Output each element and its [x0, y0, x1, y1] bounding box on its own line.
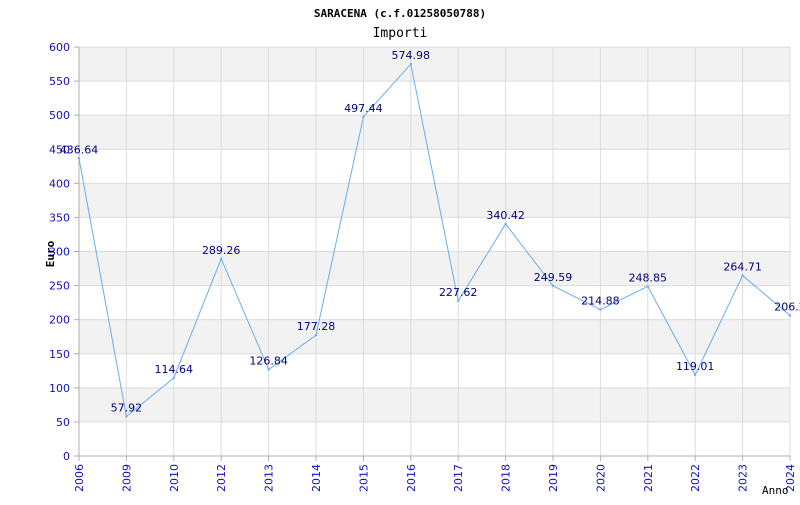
y-tick-label: 300 — [49, 246, 70, 259]
x-tick-label: 2019 — [547, 464, 560, 492]
series-segment — [315, 116, 364, 336]
x-tick-label: 2006 — [73, 464, 86, 492]
data-label: 340.42 — [486, 209, 525, 222]
data-label: 177.28 — [297, 320, 336, 333]
plot-band — [79, 47, 790, 82]
series-segment — [410, 63, 459, 301]
series-segment — [78, 158, 127, 417]
data-label: 114.64 — [155, 363, 194, 376]
x-tick-label: 2020 — [594, 464, 607, 492]
data-label: 574.98 — [392, 49, 431, 62]
data-point — [551, 284, 555, 288]
data-label: 497.44 — [344, 102, 383, 115]
data-label: 206.2 — [774, 300, 800, 313]
y-tick-labels: 0 50 100 150 200 250 300 350 400 450 500 550 600 — [49, 41, 70, 463]
x-tick-label: 2018 — [500, 464, 513, 492]
y-axis-label: Euro — [44, 240, 57, 267]
data-point — [599, 308, 602, 311]
plot-band — [79, 387, 790, 422]
x-axis-label: Anno — [762, 484, 789, 497]
data-label: 249.59 — [534, 271, 573, 284]
series-line — [77, 62, 792, 418]
y-tick-label: 50 — [56, 416, 70, 429]
series-segment — [694, 275, 744, 376]
data-point — [362, 115, 365, 119]
x-tick-label: 2016 — [405, 464, 418, 492]
data-label: 119.01 — [676, 360, 715, 373]
data-point — [646, 285, 649, 288]
series-segment — [552, 285, 601, 310]
plot-bands — [79, 47, 790, 422]
data-point — [788, 314, 792, 317]
data-label: 57.92 — [111, 402, 143, 415]
x-tick-label: 2017 — [452, 464, 465, 492]
y-tick-label: 450 — [49, 143, 70, 156]
data-label: 264.71 — [723, 261, 762, 274]
y-tick-label: 350 — [49, 211, 70, 224]
data-label: 126.84 — [249, 355, 288, 368]
data-label: 248.85 — [629, 271, 668, 284]
plot-band — [79, 319, 790, 354]
plot-band — [79, 251, 790, 286]
y-tick-label: 200 — [49, 314, 70, 327]
data-point — [409, 62, 412, 66]
x-tick-label: 2022 — [689, 464, 702, 492]
series-segment — [268, 334, 317, 370]
plot-band — [79, 115, 790, 150]
data-point — [314, 333, 318, 337]
data-label: 289.26 — [202, 244, 241, 257]
series-segment — [220, 258, 270, 370]
data-label: 214.88 — [581, 295, 620, 308]
x-tick-labels: 2006 2009 2010 2012 2013 2014 2015 2016 2017 2018… — [73, 464, 797, 492]
chart-title: SARACENA (c.f.01258050788) — [314, 7, 486, 20]
y-tick-label: 500 — [49, 109, 70, 122]
series-segment — [173, 258, 222, 379]
data-labels: 436.64 57.92 114.64 289.26 126.84 177.28 497.4… — [60, 49, 800, 414]
x-tick-label: 2021 — [642, 464, 655, 492]
data-point — [125, 415, 128, 418]
y-tick-label: 150 — [49, 348, 70, 361]
data-point — [741, 274, 744, 277]
x-tick-label: 2013 — [263, 464, 276, 492]
y-tick-label: 550 — [49, 75, 70, 88]
y-tick-label: 0 — [63, 450, 70, 463]
axes — [74, 46, 791, 461]
series-segment — [647, 286, 696, 376]
data-point — [220, 257, 223, 261]
series-segment — [742, 275, 791, 316]
x-tick-label: 2014 — [310, 464, 323, 492]
x-tick-label: 2023 — [737, 464, 750, 492]
y-tick-label: 100 — [49, 382, 70, 395]
data-point — [77, 157, 81, 160]
data-point — [267, 368, 270, 371]
series-segment — [126, 377, 175, 417]
series-segment — [457, 223, 507, 302]
data-label: 436.64 — [60, 143, 99, 156]
data-label: 227.62 — [439, 286, 478, 299]
x-tick-label: 2012 — [215, 464, 228, 492]
y-tick-label: 400 — [49, 177, 70, 190]
chart-subtitle: Importi — [373, 26, 428, 41]
x-tick-label: 2010 — [168, 464, 181, 492]
y-tick-label: 600 — [49, 41, 70, 54]
series-segment — [363, 63, 412, 118]
data-point — [457, 299, 460, 303]
series-segment — [600, 285, 649, 310]
plot-band — [79, 183, 790, 218]
data-point — [504, 222, 507, 226]
x-tick-label: 2015 — [357, 464, 370, 492]
series-segment — [505, 223, 554, 287]
x-tick-label: 2024 — [784, 464, 797, 492]
gridlines — [78, 46, 791, 457]
x-tick-label: 2009 — [120, 464, 133, 492]
data-point — [172, 376, 175, 380]
y-tick-label: 250 — [49, 280, 70, 293]
data-point — [694, 373, 697, 377]
